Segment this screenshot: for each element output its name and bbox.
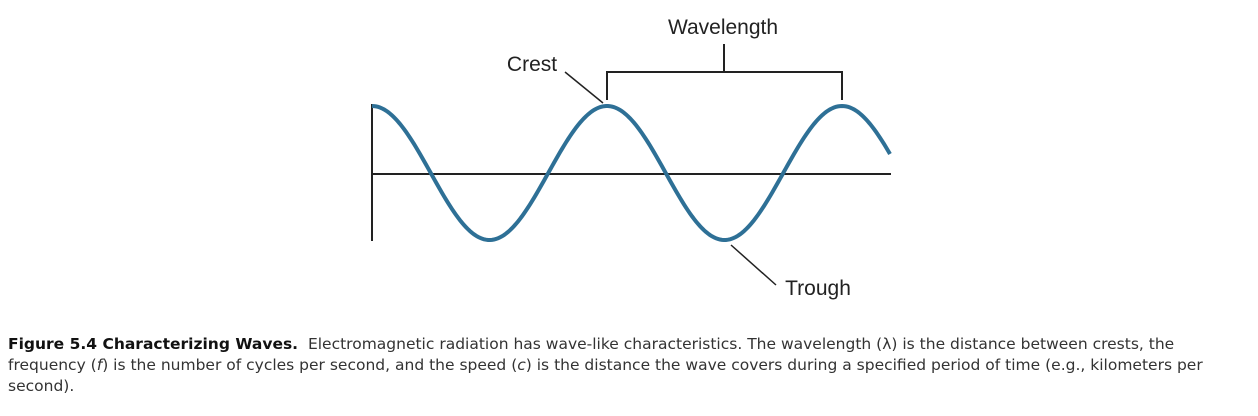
caption-text: Electromagnetic radiation has wave-like … xyxy=(8,335,1203,395)
wavelength-bracket xyxy=(606,44,843,100)
caption-variable: f xyxy=(96,356,103,374)
caption-label: Figure 5.4 Characterizing Waves. xyxy=(8,335,299,353)
wave xyxy=(371,103,892,242)
caption-segment: ) is the number of cycles per second, an… xyxy=(102,356,518,374)
wave-diagram: Wavelength Crest Trough xyxy=(371,16,892,300)
caption-segment: ) is the distance the wave covers during… xyxy=(8,356,1203,395)
caption-variable: c xyxy=(517,356,526,374)
caption: Figure 5.4 Characterizing Waves. Electro… xyxy=(8,334,1252,397)
wavelength-label: Wavelength xyxy=(668,16,778,39)
trough-label: Trough xyxy=(785,277,851,300)
caption-segment: Electromagnetic radiation has wave-like … xyxy=(8,335,1175,374)
trough-pointer xyxy=(730,244,777,286)
crest-label: Crest xyxy=(507,53,557,76)
crest-pointer xyxy=(564,71,604,104)
